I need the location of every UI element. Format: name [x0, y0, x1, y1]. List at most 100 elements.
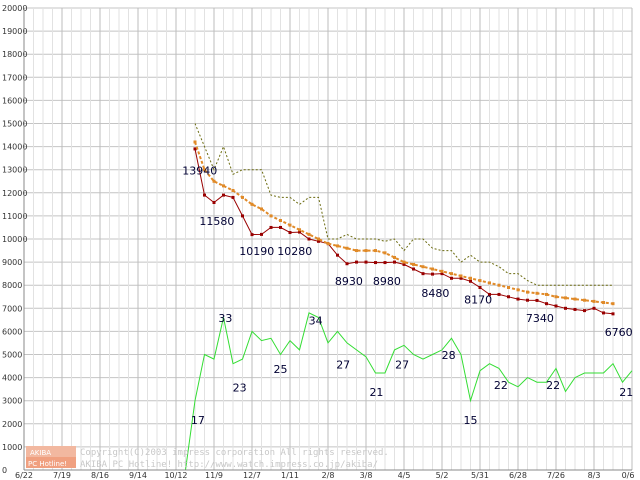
x-tick-label-14: 7/26 — [547, 471, 565, 480]
series-0-point-22 — [402, 262, 406, 266]
series-0-point-33 — [507, 295, 510, 299]
data-label-13: 25 — [274, 363, 288, 376]
data-label-11: 33 — [218, 312, 232, 325]
series-1-point-31 — [488, 281, 491, 285]
copyright-line: Copyright(C)2003 impress corporation All… — [80, 448, 389, 458]
series-0-point-38 — [554, 304, 558, 308]
series-0-point-10 — [288, 231, 292, 235]
data-label-3: 10280 — [277, 245, 312, 258]
series-0-point-9 — [279, 225, 282, 229]
y-tick-label-2: 2000 — [2, 420, 22, 429]
logo-box-top — [26, 446, 76, 457]
data-label-10: 17 — [191, 414, 205, 427]
series-1-point-39 — [564, 296, 567, 300]
series-1-point-13 — [317, 237, 320, 241]
series-0-point-23 — [412, 267, 415, 271]
series-1-point-38 — [554, 295, 558, 299]
series-0-point-11 — [298, 230, 301, 234]
series-0-point-2 — [212, 201, 216, 205]
y-tick-label-14: 14000 — [2, 143, 27, 152]
logo-bottom-text: PC Hotline! — [28, 460, 67, 468]
data-label-22: 21 — [619, 386, 633, 399]
x-tick-label-13: 6/28 — [509, 471, 527, 480]
series-1-point-30 — [478, 279, 482, 283]
x-tick-label-7: 1/11 — [281, 471, 299, 480]
y-tick-label-16: 16000 — [2, 96, 27, 105]
data-label-12: 23 — [233, 381, 247, 394]
series-0-point-1 — [203, 193, 206, 197]
x-tick-label-1: 7/19 — [53, 471, 71, 480]
series-0-point-39 — [564, 306, 567, 310]
series-0-point-18 — [364, 260, 368, 264]
series-0-point-16 — [345, 262, 349, 266]
series-0-point-43 — [602, 311, 605, 315]
series-0-point-17 — [355, 260, 358, 264]
series-0-point-27 — [450, 276, 453, 280]
series-0-point-35 — [526, 298, 529, 302]
y-tick-label-17: 17000 — [2, 73, 27, 82]
series-1-point-43 — [602, 301, 605, 305]
series-1-point-3 — [222, 184, 225, 188]
y-tick-label-12: 12000 — [2, 189, 27, 198]
series-1-point-41 — [583, 298, 586, 302]
series-0-point-41 — [583, 309, 586, 313]
series-1-point-19 — [374, 249, 377, 253]
series-line-3 — [24, 312, 633, 471]
series-1-point-17 — [355, 249, 358, 253]
series-1-point-24 — [421, 265, 425, 269]
data-label-19: 15 — [464, 414, 478, 427]
series-group — [24, 123, 633, 471]
series-0-point-15 — [336, 253, 339, 257]
x-tick-label-9: 3/8 — [360, 471, 373, 480]
data-label-0: 13940 — [182, 164, 217, 177]
series-line-2 — [194, 123, 613, 286]
series-1-point-40 — [573, 297, 577, 301]
series-1-point-28 — [459, 274, 463, 278]
series-1-point-21 — [393, 255, 396, 259]
y-tick-label-20: 20000 — [2, 4, 27, 13]
x-tick-label-2: 8/16 — [91, 471, 109, 480]
y-tick-label-7: 7000 — [2, 304, 22, 313]
series-0-point-13 — [317, 239, 320, 243]
watermark: AKIBA PC Hotline! Copyright(C)2003 impre… — [26, 446, 389, 470]
series-1-point-7 — [260, 207, 263, 211]
x-axis-ticks: 6/22 7/19 8/16 9/14 10/12 11/9 12/7 1/11 2/8 3/8 4… — [15, 471, 634, 480]
series-1-point-16 — [345, 246, 349, 250]
series-1-point-29 — [469, 276, 472, 280]
series-1-point-14 — [326, 242, 330, 246]
x-tick-label-11: 5/2 — [436, 471, 449, 480]
logo-box-bottom — [26, 457, 76, 468]
series-0-point-40 — [573, 307, 577, 311]
data-label-2: 10190 — [239, 245, 274, 258]
data-label-14: 34 — [309, 314, 323, 327]
x-tick-label-0: 6/22 — [15, 471, 33, 480]
series-0-point-4 — [231, 195, 235, 199]
series-1-point-20 — [383, 251, 387, 255]
data-label-5: 8980 — [373, 275, 401, 288]
x-tick-label-3: 9/14 — [129, 471, 147, 480]
x-tick-label-5: 11/9 — [205, 471, 223, 480]
data-label-6: 8480 — [421, 287, 449, 300]
x-tick-label-6: 12/7 — [243, 471, 261, 480]
series-0-point-21 — [393, 260, 396, 264]
data-label-8: 7340 — [526, 312, 554, 325]
data-label-18: 28 — [442, 349, 456, 362]
series-1-point-0 — [193, 140, 197, 144]
series-line-1 — [194, 141, 614, 305]
y-tick-label-8: 8000 — [2, 281, 22, 290]
series-1-point-9 — [279, 219, 282, 223]
series-1-point-36 — [535, 291, 539, 295]
series-0-point-6 — [250, 233, 254, 237]
series-1-point-15 — [336, 244, 339, 248]
series-0-point-12 — [307, 237, 311, 241]
data-label-9: 6760 — [605, 326, 633, 339]
series-0-point-20 — [383, 261, 387, 265]
series-0-point-31 — [488, 292, 491, 296]
series-1-point-5 — [241, 195, 244, 199]
series-0-point-30 — [478, 286, 482, 290]
series-1-point-32 — [497, 283, 501, 287]
series-1-point-10 — [288, 223, 292, 227]
y-tick-label-13: 13000 — [2, 166, 27, 175]
series-1-point-35 — [526, 290, 529, 294]
